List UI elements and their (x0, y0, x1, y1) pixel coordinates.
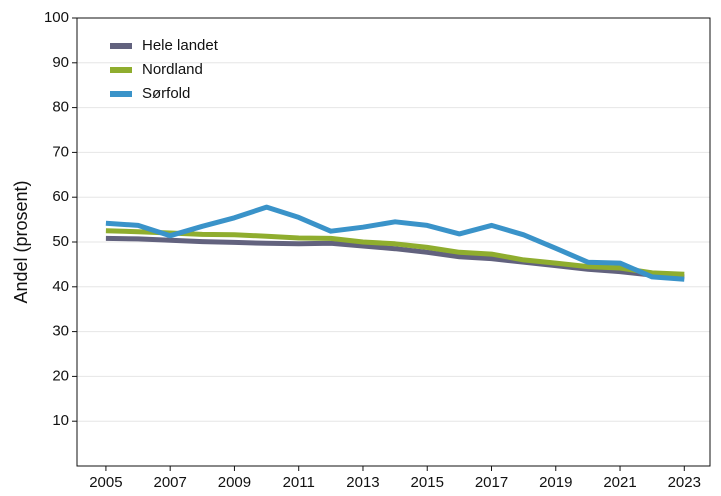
plot-frame (76, 17, 711, 467)
x-tick-label: 2023 (668, 474, 701, 491)
x-tick-label: 2005 (89, 474, 122, 491)
y-tick-label: 50 (52, 233, 69, 250)
y-tick-label: 70 (52, 143, 69, 160)
x-tick-label: 2007 (153, 474, 186, 491)
x-tick-label: 2009 (218, 474, 251, 491)
legend-label: Hele landet (142, 37, 219, 54)
series-line (105, 235, 685, 280)
legend-label: Sørfold (142, 85, 190, 102)
y-tick-label: 90 (52, 54, 69, 71)
y-tick-label: 100 (44, 9, 69, 26)
y-tick-label: 30 (52, 323, 69, 340)
x-tick-label: 2011 (283, 474, 315, 491)
x-tick-label: 2019 (539, 474, 572, 491)
x-tick-label: 2015 (411, 474, 444, 491)
y-tick-label: 80 (52, 99, 69, 116)
y-tick-label: 40 (52, 278, 69, 295)
x-tick-label: 2017 (475, 474, 508, 491)
y-tick-label: 10 (52, 412, 69, 429)
y-axis-label: Andel (prosent) (11, 180, 31, 303)
legend-label: Nordland (142, 61, 203, 78)
series-line (105, 204, 685, 282)
y-tick-label: 20 (52, 367, 69, 384)
y-tick-label: 60 (52, 188, 69, 205)
series-line (105, 228, 685, 277)
x-tick-label: 2013 (346, 474, 379, 491)
x-tick-label: 2021 (603, 474, 636, 491)
